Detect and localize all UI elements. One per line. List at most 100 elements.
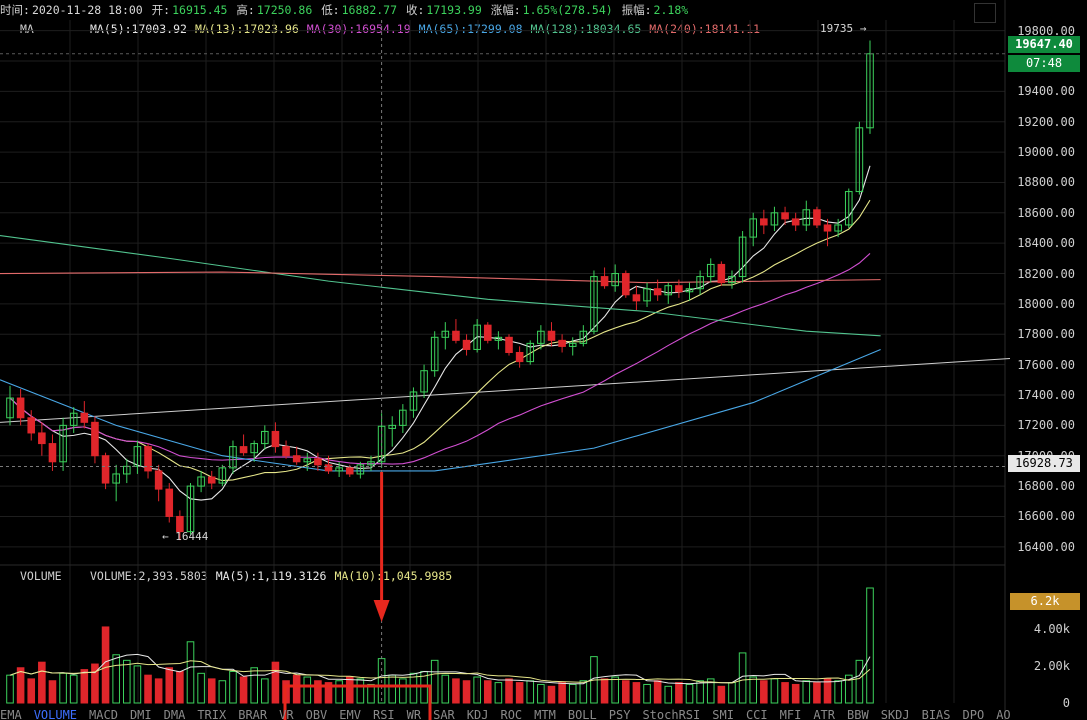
tab-dmi[interactable]: DMI [129, 708, 152, 720]
tab-psy[interactable]: PSY [608, 708, 631, 720]
candle-body [282, 446, 290, 457]
tab-bias[interactable]: BIAS [921, 708, 951, 720]
volume-bar [770, 678, 779, 704]
candle-body [770, 212, 779, 226]
high-value: 17250.86 [256, 3, 313, 17]
volume-bar [643, 683, 651, 704]
volume-legend: VOLUME VOLUME:2,393.5803 MA(5):1,119.3126 M… [20, 569, 452, 583]
candle-body [632, 294, 641, 302]
tab-mtm[interactable]: MTM [534, 708, 556, 720]
tab-wr[interactable]: WR [406, 708, 422, 720]
tab-brar[interactable]: BRAR [238, 708, 268, 720]
volume-bar [38, 661, 46, 704]
tab-bbw[interactable]: BBW [847, 708, 869, 720]
volume-bar [271, 661, 280, 704]
volume-bar [717, 685, 726, 704]
tab-ema[interactable]: EMA [0, 708, 22, 720]
candle-body [133, 446, 142, 467]
candle-body [239, 446, 248, 454]
tab-smi[interactable]: SMI [712, 708, 734, 720]
crosshair-price-badge: 16928.73 [1008, 455, 1080, 472]
candle-body [802, 209, 811, 226]
volume-bar [292, 674, 301, 704]
volume-bar [823, 678, 832, 704]
volume-bar [165, 667, 174, 704]
volume-tick-label: 4.00k [1033, 621, 1070, 636]
change-label: 涨幅: [490, 3, 521, 17]
tab-cci[interactable]: CCI [745, 708, 768, 720]
volume-bar [452, 678, 460, 704]
volume-bar [728, 682, 736, 704]
volume-bar [749, 676, 758, 704]
tab-macd[interactable]: MACD [89, 708, 118, 720]
volume-bar [144, 674, 152, 704]
candle-body [473, 324, 481, 350]
candle-body [59, 424, 67, 463]
ma240-legend: MA(240):18141.11 [649, 22, 761, 36]
volume-bar [154, 678, 163, 704]
volume-bar [685, 683, 694, 704]
tab-stochrsi[interactable]: StochRSI [642, 708, 701, 720]
candle-body [165, 488, 174, 517]
candle-body [80, 412, 89, 423]
tab-skdj[interactable]: SKDJ [880, 708, 910, 720]
tab-ao[interactable]: AO [996, 708, 1011, 720]
volume-bar [855, 659, 864, 704]
volume-bar [791, 683, 800, 704]
tab-rsi[interactable]: RSI [372, 708, 395, 720]
ma30-legend: MA(30):16954.19 [306, 22, 411, 36]
tab-obv[interactable]: OBV [305, 708, 328, 720]
candle-body [834, 224, 842, 232]
tab-vr[interactable]: VR [279, 708, 294, 720]
low-marker: ← 16444 [162, 530, 209, 543]
maximize-icon[interactable] [974, 3, 996, 23]
tab-atr[interactable]: ATR [813, 708, 835, 720]
tab-roc[interactable]: ROC [500, 708, 523, 720]
candle-body [611, 273, 619, 287]
price-tick-label: 18600.00 [1017, 205, 1075, 220]
tab-dma[interactable]: DMA [163, 708, 186, 720]
volume-bar [27, 678, 36, 704]
tab-trix[interactable]: TRIX [197, 708, 227, 720]
tab-boll[interactable]: BOLL [567, 708, 597, 720]
candle-body [91, 421, 99, 457]
tab-volume[interactable]: VOLUME [33, 708, 78, 720]
candle-body [112, 473, 120, 484]
tab-mfi[interactable]: MFI [779, 708, 802, 720]
candle-body [622, 273, 630, 296]
volume-bar [314, 680, 322, 704]
candle-body [38, 432, 46, 445]
candle-body [558, 339, 566, 347]
tab-kdj[interactable]: KDJ [466, 708, 489, 720]
volume-bar [229, 670, 237, 704]
volume-bar [664, 685, 673, 704]
change-value: 1.65%(278.54) [522, 3, 613, 17]
tab-dpo[interactable]: DPO [962, 708, 985, 720]
volume-bar [197, 672, 205, 704]
candle-body [781, 212, 789, 220]
volume-bar [48, 680, 57, 704]
candle-body [526, 342, 535, 363]
volume-bar [505, 678, 513, 704]
volume-bar [16, 667, 25, 704]
candle-body [505, 336, 513, 353]
ma-line-ma128 [0, 235, 881, 337]
last-volume-badge: 6.2k [1010, 593, 1080, 610]
candle-body [483, 324, 492, 341]
volume-bar [250, 667, 258, 704]
volume-bar [388, 674, 397, 704]
volume-bar [430, 659, 439, 704]
candle-body [749, 218, 758, 238]
volume-bar [69, 674, 78, 704]
volume-bar [568, 683, 577, 704]
open-label: 开: [151, 3, 171, 17]
candle-body [292, 455, 301, 463]
tab-sar[interactable]: SAR [433, 708, 455, 720]
ma-line-ma13 [9, 199, 871, 482]
candle-body [653, 288, 662, 296]
candle-body [399, 409, 407, 426]
tab-emv[interactable]: EMV [339, 708, 361, 720]
volume-value: VOLUME:2,393.5803 [90, 569, 208, 583]
